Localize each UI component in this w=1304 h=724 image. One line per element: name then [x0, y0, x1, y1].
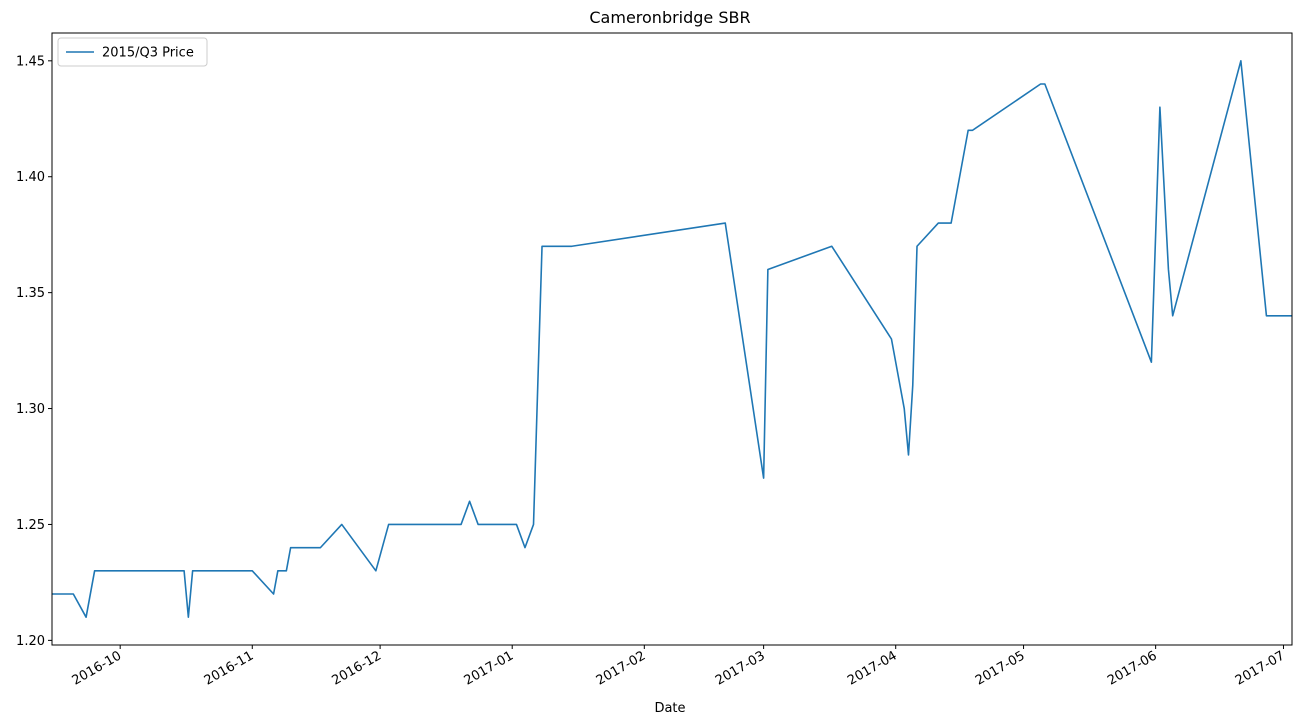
legend-label: 2015/Q3 Price	[102, 46, 194, 61]
legend: 2015/Q3 Price	[57, 37, 208, 67]
y-tick-label: 1.40	[16, 170, 45, 185]
legend-box	[57, 37, 208, 67]
plot-area	[52, 60, 1292, 618]
y-tick-label: 1.25	[16, 518, 45, 533]
series-line-0	[52, 60, 1292, 618]
y-axis: 1.20 1.25 1.30 1.35 1.40 1.45	[16, 54, 52, 649]
y-tick-label: 1.35	[16, 286, 45, 301]
chart-title: Cameronbridge SBR	[589, 8, 750, 27]
y-tick-label: 1.30	[16, 402, 45, 417]
x-axis-label: Date	[654, 701, 685, 716]
plot-frame	[51, 32, 1293, 646]
y-tick-label: 1.45	[16, 54, 45, 69]
y-tick-label: 1.20	[16, 634, 45, 649]
